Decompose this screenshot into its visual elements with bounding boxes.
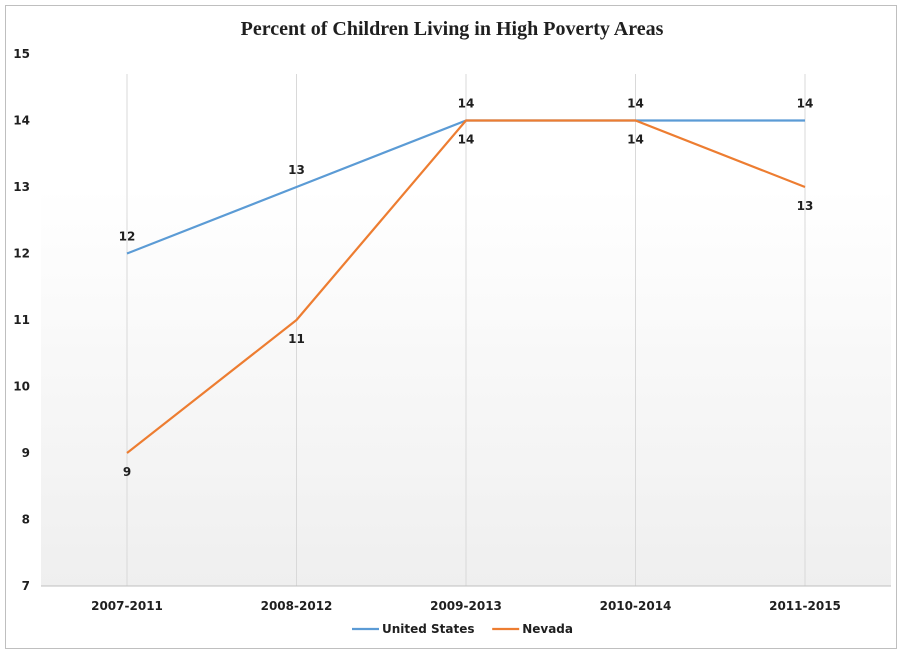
axes: 7 8 9 10 11 12 13 14 15 2007-2011 2008-2012 2009-20… — [13, 47, 891, 613]
y-tick-label: 9 — [22, 446, 30, 460]
data-label: 13 — [288, 163, 305, 177]
data-label: 13 — [797, 199, 814, 213]
y-tick-label: 7 — [22, 579, 30, 593]
data-label: 14 — [458, 97, 475, 111]
legend-label: United States — [382, 622, 475, 636]
gridlines — [126, 74, 806, 586]
data-label: 14 — [627, 97, 644, 111]
line-chart: Percent of Children Living in High Pover… — [13, 18, 891, 636]
legend: United States Nevada — [352, 622, 573, 636]
x-tick-label: 2010-2014 — [600, 599, 672, 613]
y-tick-label: 8 — [22, 513, 30, 527]
x-tick-label: 2007-2011 — [91, 599, 163, 613]
chart-title: Percent of Children Living in High Pover… — [241, 18, 664, 40]
data-label: 9 — [123, 465, 131, 479]
x-tick-label: 2009-2013 — [430, 599, 502, 613]
y-tick-label: 13 — [13, 180, 30, 194]
data-label: 14 — [458, 133, 475, 147]
x-tick-label: 2008-2012 — [261, 599, 333, 613]
y-tick-label: 15 — [13, 47, 30, 61]
series-line-nevada — [126, 119, 806, 454]
data-label: 12 — [119, 230, 136, 244]
data-label: 14 — [797, 97, 814, 111]
data-label: 14 — [627, 133, 644, 147]
data-label: 11 — [288, 332, 305, 346]
data-labels: 12 13 14 14 14 9 11 14 14 13 — [119, 97, 814, 480]
legend-label: Nevada — [522, 622, 573, 636]
y-tick-label: 12 — [13, 247, 30, 261]
x-tick-label: 2011-2015 — [769, 599, 841, 613]
y-tick-label: 11 — [13, 313, 30, 327]
series-lines — [126, 119, 806, 454]
y-tick-label: 14 — [13, 114, 30, 128]
chart-frame: Percent of Children Living in High Pover… — [5, 5, 897, 649]
y-tick-label: 10 — [13, 380, 30, 394]
